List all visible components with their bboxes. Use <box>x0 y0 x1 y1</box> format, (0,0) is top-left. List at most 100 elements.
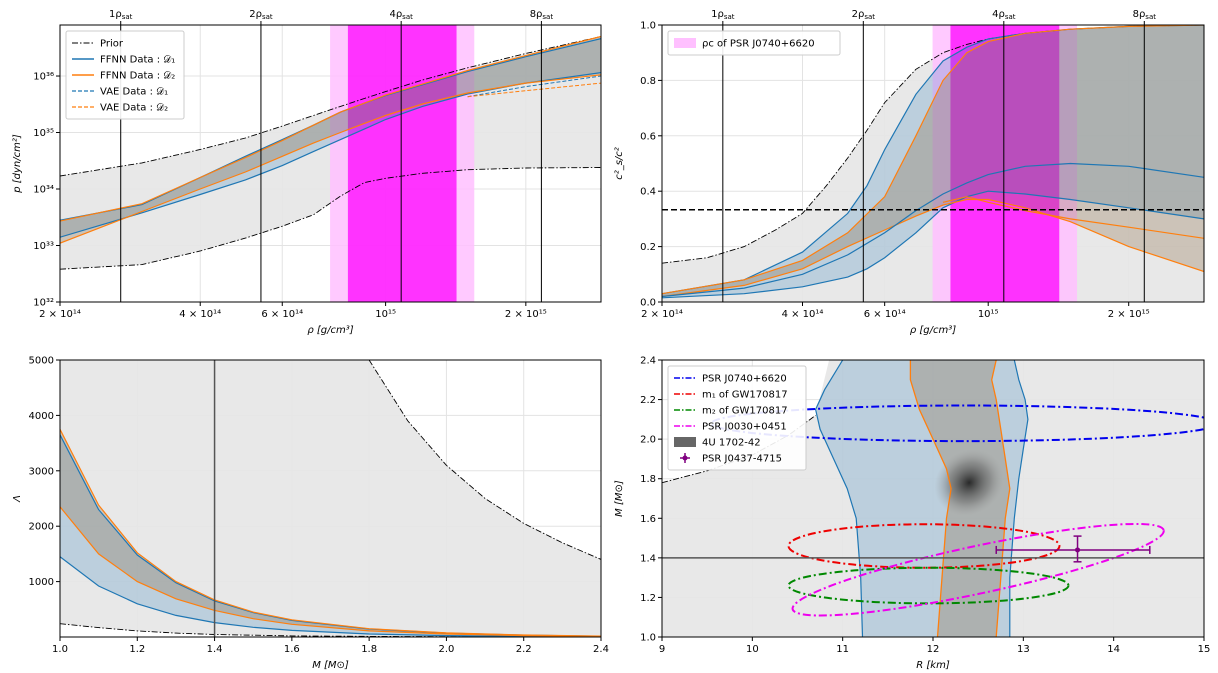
prior-lower-line <box>60 167 601 270</box>
legend-label: PSR J0437-4715 <box>702 454 782 465</box>
x-tick-label: 2.2 <box>516 644 532 655</box>
x-tick-label: 1.2 <box>129 644 145 655</box>
y-tick-label: 2.4 <box>640 356 656 367</box>
prior-upper-line <box>662 25 1204 264</box>
legend-label: ρc of PSR J0740+6620 <box>702 39 815 50</box>
d1-lower-line <box>662 190 1204 299</box>
x-tick-label: 1.8 <box>361 644 377 655</box>
legend-swatch <box>682 455 688 461</box>
legend-label: PSR J0030+0451 <box>702 422 787 433</box>
legend-label: 4U 1702-42 <box>702 438 761 449</box>
d1-band <box>815 360 1028 637</box>
d2-lower-line <box>60 74 601 244</box>
d1-band <box>60 38 601 238</box>
y-tick-label: 1000 <box>29 577 54 588</box>
top-tick-label: 2ρsat <box>249 9 273 21</box>
y-tick-label: 0.2 <box>640 242 656 253</box>
plot-area <box>662 360 1204 637</box>
y-tick-label: 1.6 <box>640 514 656 525</box>
top-tick-label: 1ρsat <box>109 9 133 21</box>
legend-swatch <box>674 38 696 48</box>
prior-upper-line <box>60 36 601 177</box>
y-tick-label: 0.4 <box>640 187 656 198</box>
d2-upper-line <box>60 429 601 637</box>
y-axis-label: p [dyn/cm²] <box>12 134 23 194</box>
legend-label: Prior <box>100 39 124 50</box>
x-tick-label: 13 <box>1017 644 1030 655</box>
x-tick-label: 12 <box>927 644 940 655</box>
panel-top-left: 1ρsat 2ρsat 4ρsat 8ρsat 2 × 10¹⁴ 4 × 10¹⁴ 6 × … <box>12 9 602 336</box>
d2-lower-line <box>662 198 1204 298</box>
u1702-region <box>934 449 1004 516</box>
d1-band <box>662 25 1204 298</box>
j0437-point <box>1075 547 1081 553</box>
y-tick-label: 10³⁶ <box>33 72 54 83</box>
y-tick-label: 10³⁵ <box>33 128 54 139</box>
legend-label: VAE Data : 𝒟₂ <box>100 103 168 114</box>
top-tick-label: 4ρsat <box>389 9 413 21</box>
legend-label: PSR J0740+6620 <box>702 374 787 385</box>
x-tick-label: 1.4 <box>207 644 223 655</box>
y-tick-label: 0.8 <box>640 76 656 87</box>
panel-bottom-right: 9 10 11 12 13 14 15 1.0 1.2 1.4 1.6 1.8 2.0 2.2 2.4 R [… <box>614 356 1211 672</box>
x-tick-label: 10¹⁵ <box>375 309 396 320</box>
x-tick-label: 6 × 10¹⁴ <box>261 309 303 320</box>
y-tick-label: 10³² <box>33 298 54 309</box>
axes-frame <box>59 24 602 303</box>
panel-top-right: 1ρsat 2ρsat 4ρsat 8ρsat 2 × 10¹⁴ 4 × 10¹⁴ 6 × … <box>614 9 1205 336</box>
plot-area <box>662 25 1204 302</box>
x-axis-label: R [km] <box>916 660 950 671</box>
x-tick-label: 10 <box>746 644 759 655</box>
legend-box <box>65 30 185 120</box>
y-tick-label: 2.2 <box>640 395 656 406</box>
legend-label: m₂ of GW170817 <box>702 406 788 417</box>
prior-upper-line <box>368 360 601 560</box>
y-tick-label: 10³⁴ <box>33 185 54 196</box>
y-tick-label: 3000 <box>29 466 54 477</box>
x-tick-label: 6 × 10¹⁴ <box>864 309 906 320</box>
d2-band <box>662 25 1204 297</box>
x-axis-label: ρ [g/cm³] <box>910 325 956 336</box>
rho-c-band-inner <box>950 25 1060 302</box>
d1-lower-line <box>60 72 601 238</box>
legend-box <box>667 365 807 471</box>
legend-label: VAE Data : 𝒟₁ <box>100 87 168 98</box>
d2-band <box>60 36 601 244</box>
prior-band <box>60 360 601 637</box>
plot-area <box>60 360 601 637</box>
x-tick-label: 2 × 10¹⁵ <box>505 309 547 320</box>
y-axis-label: Λ <box>12 495 23 503</box>
x-tick-label: 2.0 <box>438 644 454 655</box>
rho-c-band-inner <box>347 25 457 302</box>
top-tick-label: 4ρsat <box>992 9 1016 21</box>
y-tick-label: 1.0 <box>640 21 656 32</box>
x-tick-label: 4 × 10¹⁴ <box>179 309 221 320</box>
x-axis-label: ρ [g/cm³] <box>307 325 353 336</box>
y-tick-label: 0.6 <box>640 131 656 142</box>
y-tick-label: 1.4 <box>640 553 656 564</box>
x-tick-label: 11 <box>836 644 849 655</box>
y-tick-label: 2.0 <box>640 435 656 446</box>
x-tick-label: 15 <box>1198 644 1211 655</box>
y-tick-label: 1.2 <box>640 593 656 604</box>
y-tick-label: 1.0 <box>640 633 656 644</box>
d1-median-line <box>662 162 1204 298</box>
top-tick-label: 8ρsat <box>1133 9 1157 21</box>
x-tick-label: 2 × 10¹⁴ <box>39 309 81 320</box>
y-axis-label: M [M⊙] <box>614 480 625 517</box>
gw-m1-contour <box>787 523 1061 569</box>
gw-m2-contour <box>787 566 1070 605</box>
axes-frame <box>661 24 1205 303</box>
x-tick-label: 2 × 10¹⁴ <box>641 309 683 320</box>
top-tick-label: 2ρsat <box>852 9 876 21</box>
x-tick-label: 4 × 10¹⁴ <box>782 309 824 320</box>
vae-d1-line <box>467 75 601 98</box>
plot-area <box>60 25 601 302</box>
top-tick-label: 1ρsat <box>711 9 735 21</box>
x-tick-label: 10¹⁵ <box>978 309 999 320</box>
prior-lower-line <box>60 623 601 637</box>
panel-bottom-left: 1.0 1.2 1.4 1.6 1.8 2.0 2.2 2.4 1000 2000 3000 4000… <box>12 356 609 672</box>
y-tick-label: 10³³ <box>33 241 54 252</box>
d2-upper-line <box>662 25 1204 295</box>
y-tick-label: 1.8 <box>640 474 656 485</box>
